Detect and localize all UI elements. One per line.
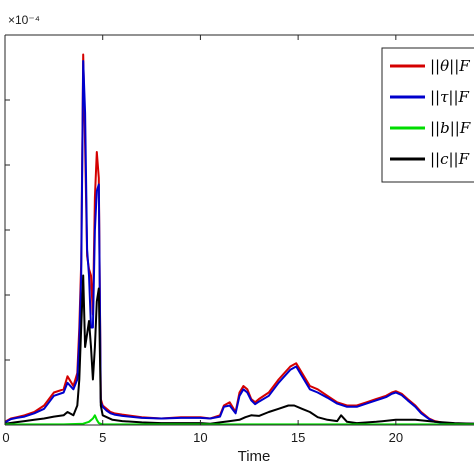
- ticks-layer: 0 5 10 15 20: [2, 35, 403, 445]
- x-axis-label: Time: [238, 448, 271, 465]
- series-line-c: [5, 274, 474, 425]
- x-tick-label: 20: [389, 430, 403, 445]
- legend: ||θ||F ||τ||F ||b||F ||c||F: [381, 47, 474, 183]
- x-tick-label: 5: [99, 430, 106, 445]
- y-exponent-label: ×10⁻⁴: [8, 13, 40, 27]
- x-tick-label: 0: [2, 430, 9, 445]
- legend-label: ||c||F: [430, 150, 470, 168]
- legend-label: ||τ||F: [430, 88, 470, 106]
- x-tick-label: 10: [193, 430, 207, 445]
- series-layer: [5, 53, 474, 425]
- series-line-b: [5, 414, 474, 425]
- x-tick-label: 15: [291, 430, 305, 445]
- legend-label: ||θ||F: [430, 57, 470, 75]
- series-line-tau: [5, 60, 474, 425]
- legend-label: ||b||F: [430, 119, 471, 137]
